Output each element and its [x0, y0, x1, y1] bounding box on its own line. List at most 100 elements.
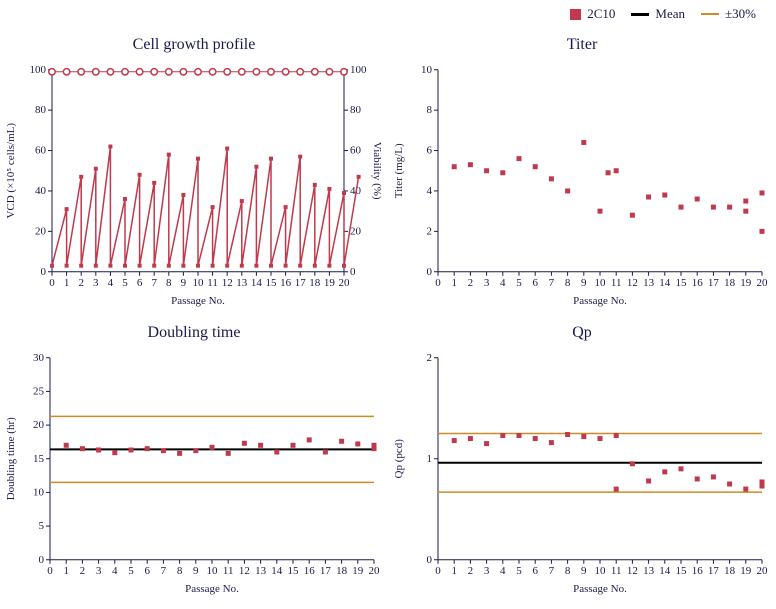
svg-text:0: 0	[49, 277, 55, 289]
svg-text:8: 8	[565, 277, 571, 289]
svg-text:12: 12	[627, 277, 638, 289]
svg-text:0: 0	[39, 553, 45, 565]
plot-titer: 012345678910111213141516171819200246810P…	[388, 58, 776, 322]
svg-text:9: 9	[581, 277, 587, 289]
svg-text:20: 20	[369, 564, 381, 576]
svg-text:11: 11	[223, 564, 234, 576]
svg-text:5: 5	[516, 277, 522, 289]
svg-text:20: 20	[757, 564, 769, 576]
svg-text:8: 8	[166, 277, 172, 289]
svg-text:14: 14	[659, 277, 671, 289]
svg-text:7: 7	[161, 564, 167, 576]
plot-qp: 01234567891011121314151617181920012Passa…	[388, 346, 776, 609]
svg-text:20: 20	[339, 277, 351, 289]
svg-text:19: 19	[324, 277, 336, 289]
svg-text:10: 10	[33, 486, 45, 498]
svg-text:11: 11	[207, 277, 218, 289]
svg-text:80: 80	[35, 104, 47, 116]
panel-grid: Cell growth profile 01234567891011121314…	[0, 34, 776, 609]
title-cell-growth: Cell growth profile	[0, 36, 388, 54]
svg-text:Passage No.: Passage No.	[171, 295, 225, 307]
svg-text:30: 30	[33, 351, 45, 363]
svg-text:3: 3	[96, 564, 102, 576]
svg-text:17: 17	[708, 564, 720, 576]
svg-text:16: 16	[280, 277, 292, 289]
legend-item-mean: Mean	[631, 6, 685, 22]
svg-text:VCD (×10⁵ cells/mL): VCD (×10⁵ cells/mL)	[5, 123, 17, 219]
svg-text:0: 0	[427, 553, 433, 565]
svg-text:15: 15	[676, 564, 688, 576]
svg-text:16: 16	[304, 564, 316, 576]
svg-text:3: 3	[484, 277, 490, 289]
svg-text:6: 6	[144, 564, 150, 576]
svg-text:2: 2	[468, 277, 474, 289]
svg-text:7: 7	[549, 277, 555, 289]
svg-text:8: 8	[427, 104, 433, 116]
svg-text:20: 20	[35, 225, 47, 237]
svg-text:17: 17	[295, 277, 307, 289]
svg-text:20: 20	[350, 225, 362, 237]
svg-text:9: 9	[193, 564, 199, 576]
svg-text:25: 25	[33, 385, 45, 397]
svg-text:4: 4	[500, 277, 506, 289]
svg-text:15: 15	[676, 277, 688, 289]
svg-text:10: 10	[193, 277, 205, 289]
svg-text:2: 2	[427, 225, 433, 237]
svg-text:60: 60	[350, 145, 362, 157]
svg-text:80: 80	[350, 104, 362, 116]
panel-cell-growth: Cell growth profile 01234567891011121314…	[0, 34, 388, 322]
svg-text:0: 0	[47, 564, 53, 576]
svg-text:1: 1	[451, 564, 457, 576]
svg-text:3: 3	[93, 277, 99, 289]
svg-text:19: 19	[740, 564, 752, 576]
svg-text:7: 7	[549, 564, 555, 576]
svg-text:17: 17	[320, 564, 332, 576]
svg-text:100: 100	[30, 64, 47, 76]
svg-text:Viability (%): Viability (%)	[371, 142, 383, 200]
svg-text:20: 20	[33, 419, 45, 431]
legend-band-label: ±30%	[725, 6, 756, 22]
svg-text:2: 2	[427, 351, 433, 363]
svg-text:13: 13	[236, 277, 248, 289]
svg-text:17: 17	[708, 277, 720, 289]
title-titer: Titer	[388, 36, 776, 54]
svg-text:18: 18	[309, 277, 321, 289]
svg-text:15: 15	[266, 277, 278, 289]
svg-text:1: 1	[64, 277, 70, 289]
svg-text:13: 13	[643, 277, 655, 289]
panel-qp: Qp 01234567891011121314151617181920012Pa…	[388, 322, 776, 609]
svg-text:7: 7	[151, 277, 157, 289]
legend-item-series: 2C10	[570, 6, 615, 22]
plot-cell-growth: 0123456789101112131415161718192002040608…	[0, 58, 388, 322]
svg-text:4: 4	[427, 185, 433, 197]
band-line-icon	[701, 13, 719, 15]
svg-text:8: 8	[177, 564, 183, 576]
panel-doubling: Doubling time 01234567891011121314151617…	[0, 322, 388, 609]
svg-text:Passage No.: Passage No.	[185, 582, 239, 594]
svg-text:6: 6	[137, 277, 143, 289]
svg-text:6: 6	[427, 145, 433, 157]
svg-text:10: 10	[595, 564, 607, 576]
svg-text:12: 12	[239, 564, 250, 576]
svg-text:6: 6	[532, 564, 538, 576]
svg-text:0: 0	[41, 266, 47, 278]
svg-text:40: 40	[35, 185, 47, 197]
mean-line-icon	[631, 13, 649, 16]
square-icon	[570, 9, 581, 20]
svg-text:6: 6	[532, 277, 538, 289]
svg-text:13: 13	[643, 564, 655, 576]
svg-text:0: 0	[350, 266, 356, 278]
svg-text:12: 12	[222, 277, 233, 289]
svg-text:Qp (pcd): Qp (pcd)	[393, 438, 405, 478]
svg-text:20: 20	[757, 277, 769, 289]
svg-text:10: 10	[421, 64, 433, 76]
svg-text:2: 2	[80, 564, 86, 576]
svg-text:0: 0	[435, 564, 441, 576]
title-doubling: Doubling time	[0, 324, 388, 342]
svg-text:4: 4	[108, 277, 114, 289]
svg-text:11: 11	[611, 277, 622, 289]
svg-text:0: 0	[427, 266, 433, 278]
svg-text:4: 4	[500, 564, 506, 576]
plot-doubling: 0123456789101112131415161718192005101520…	[0, 346, 388, 609]
svg-text:5: 5	[122, 277, 128, 289]
